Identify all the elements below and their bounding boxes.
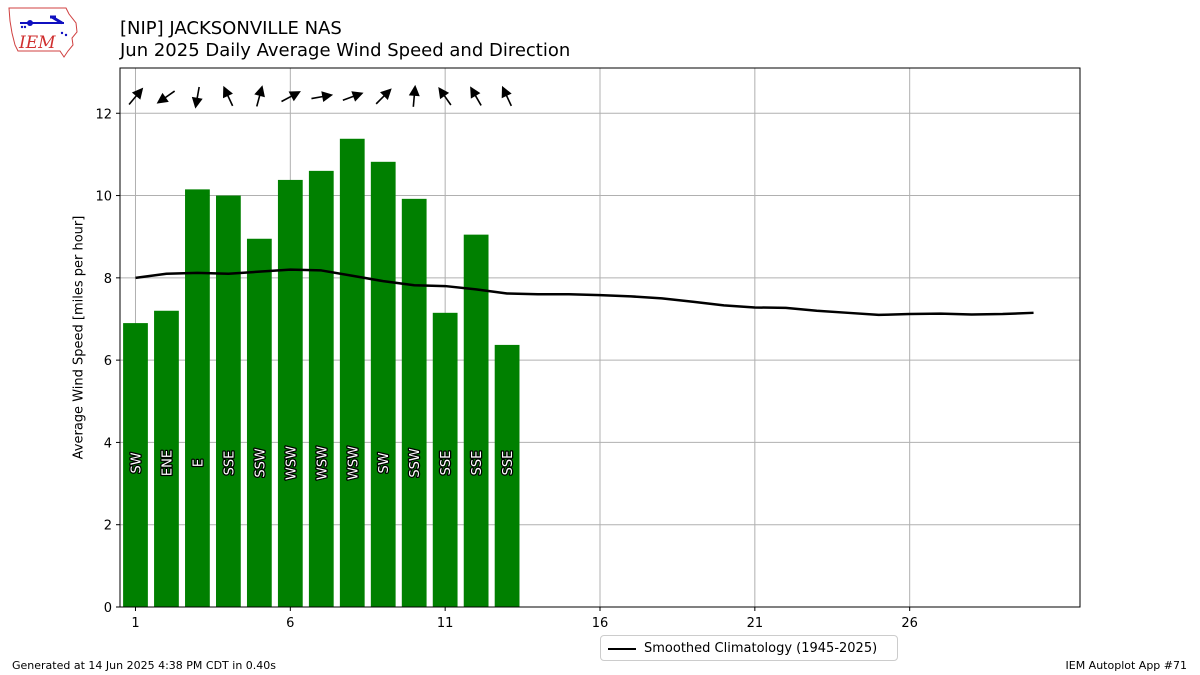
y-axis-label: Average Wind Speed [miles per hour] — [71, 215, 87, 460]
direction-label-day-4: SSE — [222, 451, 237, 476]
y-tick-label: 6 — [104, 354, 112, 369]
wind-arrow-head — [408, 84, 420, 97]
wind-arrow-day-5 — [254, 85, 265, 107]
bar-day-9 — [370, 161, 396, 608]
wind-arrow-day-11 — [438, 86, 452, 106]
iowa-map-icon: IEM — [8, 7, 78, 58]
svg-text:IEM: IEM — [18, 33, 56, 53]
wind-arrow-head — [254, 85, 265, 98]
y-tick-label: 12 — [95, 107, 112, 122]
chart-title-station: [NIP] JACKSONVILLE NAS — [120, 18, 342, 39]
y-tick-label: 0 — [104, 601, 112, 616]
wind-arrow-head — [156, 92, 169, 104]
y-tick-label: 10 — [95, 190, 112, 205]
bar-day-4 — [216, 195, 241, 607]
wind-arrow-head — [351, 91, 364, 102]
direction-label-day-8: WSW — [346, 446, 361, 480]
direction-label-day-11: SSE — [439, 451, 454, 476]
wind-arrow-day-8 — [342, 91, 364, 102]
legend-line-swatch — [608, 648, 636, 650]
wind-arrow-head — [191, 96, 203, 109]
direction-label-day-2: ENE — [160, 450, 175, 476]
x-tick-label: 26 — [901, 616, 918, 631]
footer-app: IEM Autoplot App #71 — [1065, 659, 1188, 672]
direction-label-day-12: SSE — [470, 451, 485, 476]
y-tick-label: 8 — [104, 272, 112, 287]
chart-title-description: Jun 2025 Daily Average Wind Speed and Di… — [120, 40, 571, 61]
bar-day-13 — [494, 344, 520, 607]
bar-day-3 — [185, 189, 210, 607]
x-tick-label: 1 — [131, 616, 139, 631]
wind-arrow-day-1 — [128, 87, 144, 105]
wind-arrow-head — [438, 86, 450, 100]
wind-arrow-day-10 — [408, 84, 420, 107]
y-tick-label: 2 — [104, 519, 112, 534]
direction-label-day-6: WSW — [284, 446, 299, 480]
wind-arrow-day-3 — [191, 86, 203, 109]
bar-day-12 — [463, 234, 489, 608]
wind-arrows — [128, 84, 513, 109]
direction-label-day-10: SSW — [408, 448, 423, 478]
wind-arrow-day-13 — [501, 85, 513, 107]
wind-arrow-head — [288, 91, 301, 102]
wind-arrow-head — [470, 86, 481, 99]
x-tick-label: 11 — [437, 616, 454, 631]
climatology-series — [135, 268, 1034, 317]
bar-day-1 — [123, 323, 148, 607]
bar-day-11 — [432, 312, 458, 607]
bar-day-8 — [339, 138, 365, 607]
bar-day-6 — [277, 179, 303, 608]
legend-label: Smoothed Climatology (1945-2025) — [644, 641, 878, 656]
direction-label-day-9: SW — [377, 452, 392, 473]
x-tick-label: 21 — [747, 616, 764, 631]
wind-arrow-head — [501, 85, 512, 99]
direction-label-day-5: SSW — [253, 448, 268, 478]
wind-arrow-day-2 — [156, 90, 176, 104]
bar-day-7 — [308, 170, 334, 607]
bar-day-5 — [246, 238, 272, 608]
iem-logo: IEM — [6, 5, 80, 59]
wind-arrow-head — [321, 91, 334, 103]
wind-arrow-head — [222, 85, 233, 99]
wind-arrow-day-12 — [470, 86, 482, 106]
climatology-line — [135, 268, 1034, 317]
bar-day-2 — [154, 310, 179, 607]
legend: Smoothed Climatology (1945-2025) — [600, 635, 898, 661]
wind-arrow-day-7 — [311, 91, 334, 103]
direction-label-day-7: WSW — [315, 446, 330, 480]
direction-labels: SW ENE E SSE SSW WSW WSW WSW SW SSW SSE SSE SSE — [128, 445, 517, 482]
x-tick-label: 6 — [286, 616, 294, 631]
wind-arrow-day-9 — [375, 88, 392, 105]
wind-arrow-day-4 — [222, 85, 234, 107]
bar-day-10 — [401, 198, 427, 607]
x-tick-label: 16 — [592, 616, 609, 631]
direction-label-day-3: E — [191, 459, 206, 467]
direction-label-day-1: SW — [129, 452, 144, 473]
footer-generated: Generated at 14 Jun 2025 4:38 PM CDT in … — [12, 659, 277, 672]
wind-arrow-head — [131, 87, 144, 100]
bar-series — [123, 138, 520, 608]
y-tick-label: 4 — [104, 436, 112, 451]
direction-label-day-13: SSE — [501, 451, 516, 476]
wind-arrow-day-6 — [281, 91, 301, 103]
